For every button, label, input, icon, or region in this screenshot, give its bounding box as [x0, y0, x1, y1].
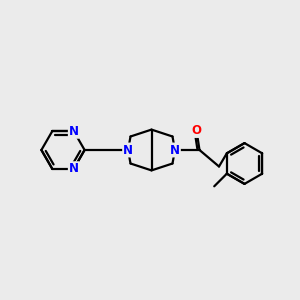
Text: N: N: [170, 143, 180, 157]
Text: N: N: [123, 143, 133, 157]
Text: N: N: [69, 125, 79, 138]
Text: N: N: [69, 162, 79, 175]
Text: O: O: [191, 124, 202, 137]
